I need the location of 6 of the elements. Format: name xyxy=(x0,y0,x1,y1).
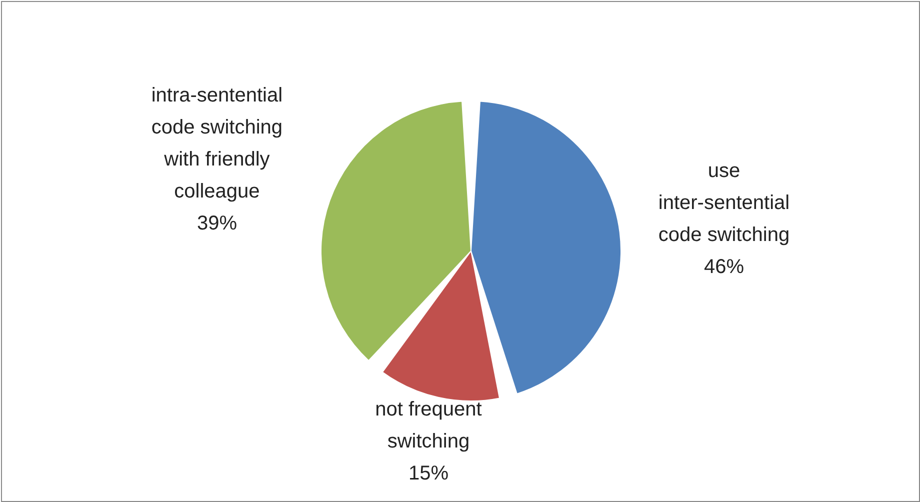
data-label: 46% xyxy=(704,256,744,278)
data-label: 15% xyxy=(408,462,449,484)
data-label: 39% xyxy=(196,212,238,235)
slice-label: intra-sentential code switching with friendly colleague xyxy=(151,84,283,203)
slice-label: not frequent switching xyxy=(375,398,482,452)
slice-label: use inter-sentential code switching xyxy=(658,160,790,246)
